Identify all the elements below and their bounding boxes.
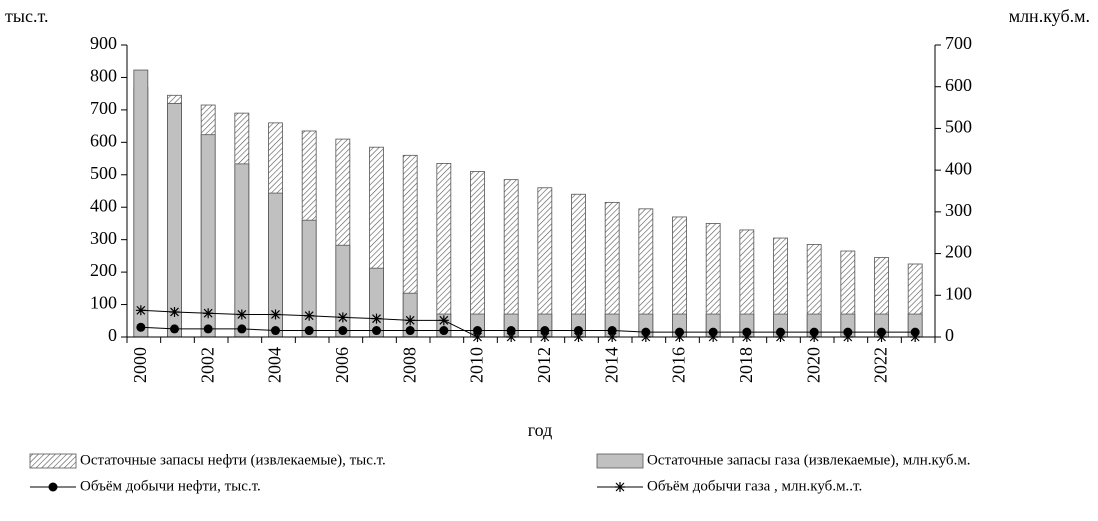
point — [473, 326, 482, 336]
point — [472, 332, 483, 342]
bar — [200, 134, 216, 338]
legend-label: Объём добычи нефти, тыс.т. — [80, 478, 261, 494]
line — [140, 326, 916, 333]
bar — [133, 69, 149, 338]
x-tick-label: 2004 — [265, 347, 285, 383]
point — [439, 326, 449, 336]
y-tick-label: 600 — [90, 130, 117, 150]
bar — [470, 171, 485, 338]
point — [842, 332, 853, 342]
x-tick-label: 2000 — [130, 347, 150, 383]
point — [438, 315, 449, 326]
x-tick-label: 2008 — [399, 347, 419, 383]
line — [140, 309, 916, 338]
point — [170, 324, 179, 334]
y-tick-label: 900 — [90, 33, 117, 53]
y2-tick-label: 300 — [945, 200, 972, 220]
point — [405, 326, 415, 336]
point — [405, 315, 416, 326]
bar — [335, 244, 351, 338]
point — [135, 305, 146, 316]
point — [304, 326, 314, 336]
point — [371, 313, 382, 324]
point — [640, 332, 651, 342]
point — [741, 332, 752, 342]
point — [574, 326, 583, 336]
point — [607, 326, 617, 336]
x-tick-label: 2010 — [467, 347, 487, 383]
point — [539, 332, 550, 342]
y-axis-label: тыс.т. — [5, 6, 48, 26]
y2-tick-label: 0 — [945, 325, 954, 345]
y2-tick-label: 200 — [945, 242, 972, 262]
y2-axis-label: млн.куб.м. — [1009, 6, 1090, 26]
x-tick-label: 2022 — [871, 347, 891, 383]
point — [573, 332, 584, 342]
legend-marker — [615, 482, 625, 492]
bar — [503, 179, 519, 338]
x-tick-label: 2014 — [601, 347, 621, 383]
legend-label: Объём добычи газа , млн.куб.м..т. — [647, 478, 862, 494]
point — [304, 310, 315, 321]
bar — [167, 103, 182, 338]
y-tick-label: 100 — [90, 293, 117, 313]
point — [271, 326, 280, 336]
y2-tick-label: 400 — [945, 158, 972, 178]
y2-tick-label: 700 — [945, 33, 972, 53]
x-tick-label: 2006 — [332, 347, 352, 383]
point — [708, 332, 719, 342]
y2-tick-label: 500 — [945, 117, 972, 137]
x-tick-label: 2012 — [534, 347, 554, 383]
point — [337, 312, 348, 323]
legend-swatch — [29, 453, 77, 469]
y2-tick-label: 600 — [945, 75, 972, 95]
y-tick-label: 0 — [108, 325, 117, 345]
point — [540, 326, 550, 336]
y-tick-label: 800 — [90, 66, 117, 86]
point — [136, 322, 146, 332]
point — [506, 326, 516, 336]
point — [910, 332, 921, 342]
point — [203, 308, 214, 319]
point — [775, 332, 786, 342]
point — [809, 332, 820, 342]
point — [372, 326, 381, 336]
point — [876, 332, 887, 342]
y-tick-label: 200 — [90, 260, 117, 280]
bar — [436, 163, 452, 338]
y-tick-label: 400 — [90, 195, 117, 215]
y-tick-label: 500 — [90, 163, 117, 183]
point — [338, 326, 348, 336]
legend-swatch — [596, 453, 644, 469]
point — [506, 332, 517, 342]
point — [674, 332, 685, 342]
point — [203, 324, 213, 334]
point — [607, 332, 618, 342]
y-tick-label: 700 — [90, 98, 117, 118]
x-tick-label: 2020 — [803, 347, 823, 383]
point — [169, 306, 180, 317]
legend-marker — [48, 482, 58, 492]
x-tick-label: 2018 — [736, 347, 756, 383]
x-tick-label: 2002 — [197, 347, 217, 383]
y-tick-label: 300 — [90, 228, 117, 248]
legend-label: Остаточные запасы газа (извлекаемые), мл… — [647, 452, 971, 468]
x-axis-label: год — [528, 420, 553, 440]
point — [236, 309, 247, 320]
y2-tick-label: 100 — [945, 283, 972, 303]
legend-label: Остаточные запасы нефти (извлекаемые), т… — [80, 452, 386, 468]
point — [270, 309, 281, 320]
point — [237, 324, 247, 334]
x-tick-label: 2016 — [669, 347, 689, 383]
